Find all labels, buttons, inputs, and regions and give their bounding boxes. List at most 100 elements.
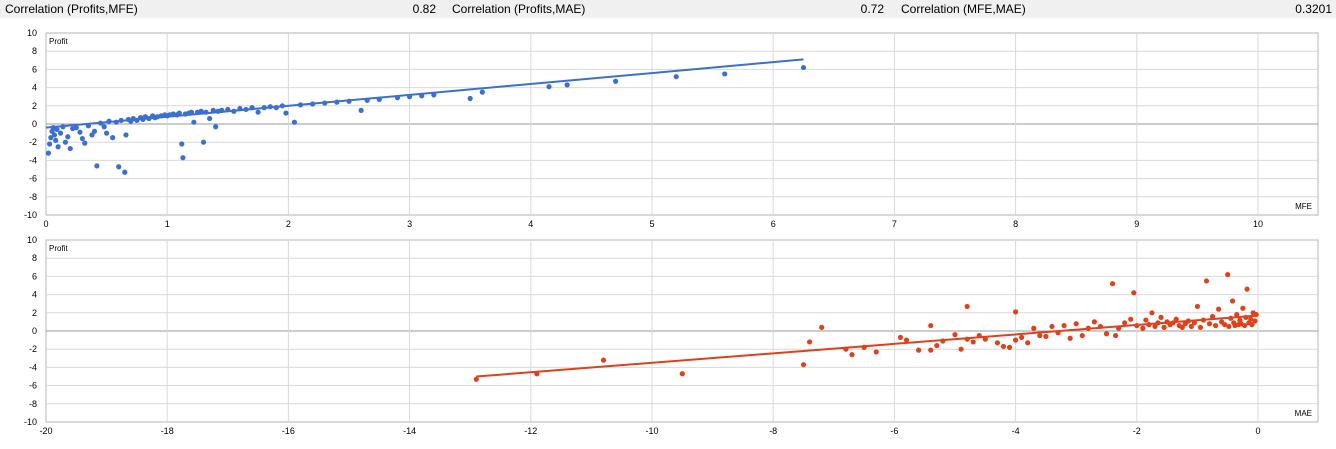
- mae-data-point: [1244, 286, 1250, 292]
- mfe-data-point: [176, 110, 182, 116]
- mae-data-point: [806, 339, 813, 345]
- mae-data-point: [1226, 323, 1232, 330]
- mfe-data-point: [207, 115, 213, 122]
- mae-xtick-label: -12: [524, 426, 537, 436]
- mae-ytick-label: -2: [29, 344, 37, 354]
- mae-data-point: [1140, 325, 1146, 331]
- mfe-data-point: [73, 125, 79, 131]
- mae-data-point: [1209, 313, 1216, 320]
- mfe-data-point: [203, 109, 209, 115]
- mfe-data-point: [283, 110, 289, 116]
- mfe-data-point: [180, 155, 186, 161]
- mae-data-point: [861, 344, 867, 350]
- mae-ytick-label: 2: [32, 308, 37, 318]
- mae-data-point: [800, 362, 807, 368]
- mfe-xtick-label: 9: [1134, 219, 1139, 229]
- mae-data-point: [897, 334, 904, 340]
- mfe-xtick-label: 1: [165, 219, 170, 229]
- mae-data-point: [1043, 333, 1049, 340]
- corr-profits-mfe-label: Correlation (Profits,MFE): [5, 2, 138, 16]
- mfe-data-point: [123, 132, 129, 138]
- mfe-xtick-label: 10: [1253, 219, 1263, 229]
- mfe-data-point: [179, 141, 185, 147]
- corr-profits-mae-label: Correlation (Profits,MAE): [452, 2, 586, 16]
- mae-data-point: [1031, 325, 1037, 331]
- mae-data-point: [1013, 309, 1019, 315]
- mfe-data-point: [188, 109, 195, 115]
- mfe-data-point: [118, 117, 124, 123]
- mae-data-point: [1061, 322, 1067, 329]
- mae-data-point: [1152, 323, 1158, 330]
- mae-data-point: [1200, 317, 1207, 323]
- mae-data-point: [534, 371, 540, 377]
- mfe-data-point: [54, 126, 60, 133]
- mfe-data-point: [91, 128, 98, 134]
- mae-data-point: [994, 340, 1001, 346]
- mfe-data-point: [297, 102, 304, 108]
- mfe-ytick-label: -8: [29, 192, 37, 202]
- mfe-data-point: [291, 119, 298, 125]
- mae-xtick-label: -18: [161, 426, 174, 436]
- mae-data-point: [1055, 330, 1061, 336]
- mfe-data-point: [101, 124, 107, 130]
- mae-data-point: [1128, 316, 1134, 322]
- mfe-xtick-label: 3: [407, 219, 412, 229]
- mae-data-point: [1000, 343, 1007, 350]
- mae-ytick-label: 6: [32, 271, 37, 281]
- mfe-data-point: [346, 98, 352, 104]
- mae-data-point: [1161, 324, 1167, 330]
- mfe-xtick-label: 5: [649, 219, 654, 229]
- mfe-data-point: [613, 78, 619, 84]
- mfe-data-point: [200, 139, 207, 145]
- mae-data-point: [1240, 305, 1246, 311]
- mae-data-point: [1134, 322, 1140, 329]
- mae-data-point: [1185, 318, 1191, 324]
- mae-xtick-label: -10: [645, 426, 658, 436]
- mfe-data-point: [146, 115, 152, 122]
- mae-data-point: [1097, 323, 1104, 330]
- mae-data-point: [1229, 298, 1236, 304]
- mae-data-point: [1019, 334, 1025, 340]
- mae-data-point: [1131, 290, 1137, 296]
- mfe-ytick-label: 4: [32, 83, 37, 93]
- mae-data-point: [958, 346, 964, 352]
- mae-data-point: [1116, 325, 1122, 331]
- mae-data-point: [1242, 322, 1248, 329]
- mae-data-point: [1234, 312, 1240, 318]
- mae-xtick-label: -14: [403, 426, 416, 436]
- mae-data-point: [1222, 322, 1228, 328]
- mfe-data-point: [673, 74, 679, 80]
- mae-data-point: [473, 376, 479, 382]
- mfe-data-point: [116, 164, 122, 170]
- mae-ytick-label: 4: [32, 290, 37, 300]
- mae-data-point: [1112, 332, 1119, 339]
- mfe-data-point: [564, 82, 570, 88]
- mfe-data-point: [358, 107, 364, 113]
- mae-data-point: [1149, 310, 1155, 316]
- mae-data-point: [1191, 320, 1197, 326]
- mae-data-point: [1085, 325, 1091, 331]
- mae-data-point: [1067, 335, 1073, 341]
- mae-data-point: [1197, 324, 1204, 330]
- mfe-data-point: [237, 105, 243, 112]
- mae-data-point: [1206, 321, 1213, 327]
- mfe-ytick-label: 10: [27, 28, 37, 38]
- mfe-data-point: [255, 109, 261, 115]
- mfe-data-point: [407, 94, 413, 100]
- mae-data-point: [1248, 316, 1254, 322]
- mae-ytick-label: -8: [29, 399, 37, 409]
- mfe-data-point: [376, 96, 382, 103]
- mae-y-axis-label: Profit: [49, 244, 68, 253]
- mfe-data-point: [722, 71, 728, 77]
- mfe-data-point: [45, 150, 52, 156]
- mfe-data-point: [310, 101, 316, 107]
- mfe-data-point: [57, 130, 64, 136]
- mae-data-point: [1179, 324, 1185, 330]
- mfe-data-point: [225, 106, 231, 113]
- mae-data-point: [1155, 320, 1161, 326]
- mfe-data-point: [419, 93, 425, 99]
- mfe-data-point: [394, 95, 401, 101]
- mfe-data-point: [213, 124, 219, 130]
- corr-mfe-mae-value: 0.3201: [1295, 2, 1332, 16]
